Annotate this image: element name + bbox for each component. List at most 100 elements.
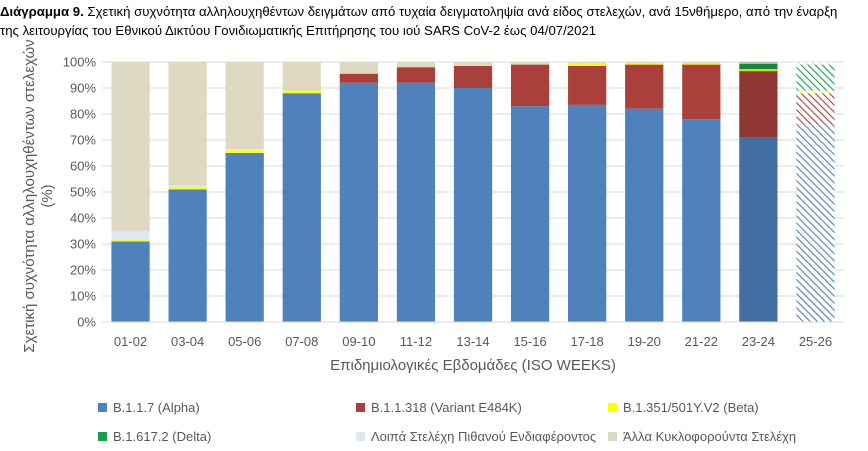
legend-label: Άλλα Κυκλοφορούντα Στελέχη <box>623 429 796 444</box>
bar-segment <box>739 69 777 71</box>
y-tick-label: 0% <box>77 315 96 330</box>
legend-swatch <box>98 403 107 412</box>
bar-segment <box>226 62 264 149</box>
legend-swatch <box>356 403 365 412</box>
bar-segment <box>796 124 834 322</box>
bar-segment <box>511 62 549 65</box>
y-tick-label: 60% <box>70 159 96 174</box>
bar-segment <box>111 62 149 231</box>
bar-segment <box>796 91 834 94</box>
bar-segment <box>168 189 206 322</box>
bar-segment <box>283 93 321 322</box>
bar-segment <box>511 106 549 322</box>
bar-segment <box>739 71 777 137</box>
legend-item: B.1.351/501Y.V2 (Beta) <box>608 399 759 417</box>
bar-stack-11-12 <box>397 62 435 322</box>
x-tick-label: 17-18 <box>571 334 604 349</box>
y-tick-label: 90% <box>70 81 96 96</box>
x-tick-label: 09-10 <box>342 334 375 349</box>
bar-segment <box>168 186 206 187</box>
bar-segment <box>682 64 720 65</box>
legend: B.1.1.7 (Alpha) B.1.1.318 (Variant E484K)… <box>0 398 868 448</box>
bar-segment <box>511 65 549 107</box>
y-tick-label: 10% <box>70 289 96 304</box>
y-tick-label: 100% <box>63 55 97 70</box>
y-tick-label: 20% <box>70 263 96 278</box>
bar-segment <box>682 65 720 120</box>
bar-segment <box>454 62 492 66</box>
x-tick-label: 11-12 <box>400 334 432 349</box>
x-tick-label: 21-22 <box>685 334 718 349</box>
legend-label: B.1.1.318 (Variant E484K) <box>371 400 522 415</box>
legend-item: B.1.617.2 (Delta) <box>98 428 211 446</box>
bar-stack-13-14 <box>454 62 492 322</box>
bar-segment <box>168 62 206 186</box>
bar-segment <box>739 64 777 69</box>
bar-segment <box>454 66 492 88</box>
bar-segment <box>454 88 492 322</box>
bar-segment <box>568 63 606 66</box>
x-tick-label: 01-02 <box>114 334 147 349</box>
bar-segment <box>568 62 606 63</box>
y-tick-label: 80% <box>70 107 96 122</box>
x-tick-label: 13-14 <box>456 334 489 349</box>
legend-item: Λοιπά Στελέχη Πιθανού Ενδιαφέροντος <box>356 428 596 446</box>
bar-segment <box>568 105 606 322</box>
y-axis-title-line-1: Σχετική συχνότητα αλληλουχηθέντων στελεχ… <box>21 39 38 352</box>
legend-label: Λοιπά Στελέχη Πιθανού Ενδιαφέροντος <box>371 429 596 444</box>
y-axis-title-line-2: (%) <box>39 184 56 207</box>
bar-segment <box>397 62 435 67</box>
bar-segment <box>283 62 321 91</box>
bar-segment <box>111 231 149 240</box>
bar-segment <box>340 62 378 74</box>
bar-segment <box>682 62 720 64</box>
bar-segment <box>739 62 777 64</box>
legend-swatch <box>356 432 365 441</box>
legend-item: B.1.1.318 (Variant E484K) <box>356 399 522 417</box>
bar-stack-21-22 <box>682 62 720 322</box>
legend-swatch <box>608 403 617 412</box>
bar-stack-01-02 <box>111 62 149 322</box>
bar-segment <box>625 62 663 63</box>
bar-segment <box>397 83 435 322</box>
bar-segment <box>796 65 834 91</box>
legend-item: Άλλα Κυκλοφορούντα Στελέχη <box>608 428 796 446</box>
bar-segment <box>168 187 206 190</box>
x-tick-label: 05-06 <box>228 334 261 349</box>
bar-segment <box>340 83 378 322</box>
legend-label: B.1.1.7 (Alpha) <box>113 400 200 415</box>
bar-segment <box>226 150 264 153</box>
y-axis-title: Σχετική συχνότητα αλληλουχηθέντων στελεχ… <box>21 39 56 352</box>
bar-segment <box>397 67 435 83</box>
legend-swatch <box>98 432 107 441</box>
legend-swatch <box>608 432 617 441</box>
bar-segment <box>568 66 606 105</box>
bar-segment <box>111 241 149 322</box>
bar-stack-15-16 <box>511 62 549 322</box>
bar-segment <box>796 93 834 124</box>
bar-segment <box>739 137 777 322</box>
x-tick-label: 19-20 <box>628 334 661 349</box>
bar-segment <box>226 149 264 150</box>
bar-segment <box>625 65 663 109</box>
y-tick-label: 50% <box>70 185 96 200</box>
bar-stack-09-10 <box>340 62 378 322</box>
bar-segment <box>111 240 149 241</box>
stacked-bar-chart: 0%10%20%30%40%50%60%70%80%90%100% 01-02 0… <box>0 0 868 395</box>
x-axis-title: Επιδημιολογικές Εβδομάδες (ISO WEEKS) <box>330 357 616 374</box>
bar-segment <box>625 63 663 64</box>
bar-stack-07-08 <box>283 62 321 322</box>
y-axis-ticks: 0% 10% 20% 30% 40% 50% 60% 70% 80% 90% 100% <box>63 55 97 330</box>
bar-stack-05-06 <box>226 62 264 322</box>
bar-stack-23-24 <box>739 62 777 322</box>
bar-segment <box>340 74 378 83</box>
y-tick-label: 30% <box>70 237 96 252</box>
y-tick-label: 40% <box>70 211 96 226</box>
bar-stack-03-04 <box>168 62 206 322</box>
bar-segment <box>625 109 663 322</box>
bar-stack-17-18 <box>568 62 606 322</box>
bar-stack-25-26 <box>796 62 834 322</box>
x-tick-label: 25-26 <box>799 334 832 349</box>
bar-stack-19-20 <box>625 62 663 322</box>
legend-item: B.1.1.7 (Alpha) <box>98 399 200 417</box>
